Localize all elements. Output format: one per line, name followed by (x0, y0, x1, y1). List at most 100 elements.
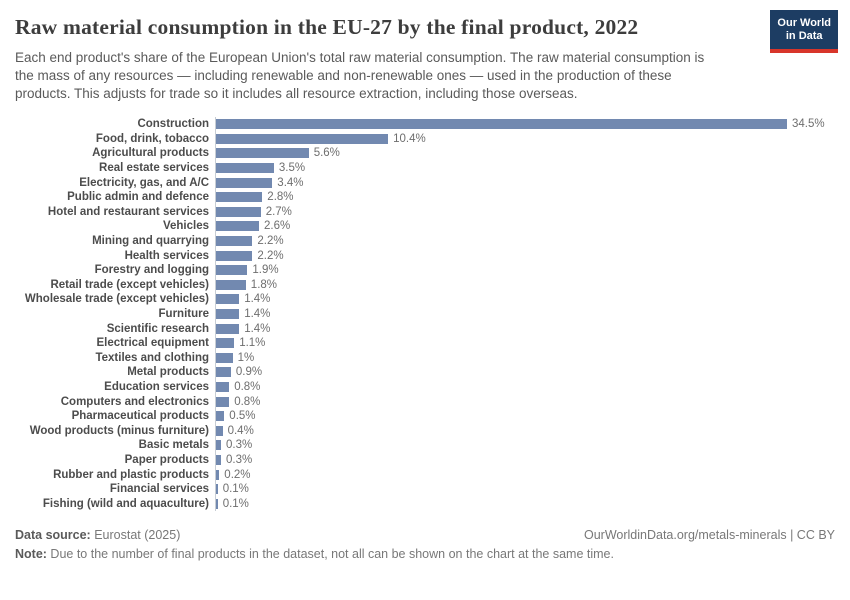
bar-value: 5.6% (313, 147, 340, 160)
chart-row: Electrical equipment 1.1% (15, 335, 850, 351)
bar[interactable] (216, 192, 263, 203)
bar-value: 0.1% (222, 497, 249, 510)
category-label: Vehicles (162, 220, 209, 233)
bar[interactable] (216, 323, 240, 334)
data-source: Data source: Eurostat (2025) (15, 528, 180, 542)
bar-track: 1.4% (215, 321, 850, 336)
bar[interactable] (216, 367, 231, 378)
bar-value: 0.8% (234, 380, 261, 393)
category-label: Forestry and logging (94, 264, 209, 277)
category-label: Construction (137, 118, 209, 131)
bar[interactable] (216, 352, 233, 363)
bar[interactable] (216, 265, 248, 276)
category-label: Rubber and plastic products (53, 468, 209, 481)
bar-value: 0.1% (222, 483, 249, 496)
bar-value: 10.4% (393, 132, 426, 145)
bar[interactable] (216, 236, 253, 247)
data-source-value: Eurostat (2025) (90, 528, 181, 543)
bar-value: 1.4% (244, 322, 271, 335)
category-label: Education services (104, 380, 209, 393)
bar[interactable] (216, 440, 221, 451)
bar-value: 1.4% (244, 293, 271, 306)
category-label: Health services (124, 249, 209, 262)
chart-row: Wood products (minus furniture) 0.4% (15, 423, 850, 439)
bar-value: 0.2% (224, 468, 251, 481)
category-label: Wholesale trade (except vehicles) (24, 293, 209, 306)
chart-row: Pharmaceutical products 0.5% (15, 408, 850, 424)
bar-track: 2.7% (215, 204, 850, 220)
chart-row: Retail trade (except vehicles) 1.8% (15, 277, 850, 293)
bar[interactable] (216, 338, 235, 349)
bar[interactable] (216, 381, 230, 392)
bar[interactable] (216, 396, 230, 407)
note-value: Due to the number of final products in t… (46, 547, 614, 562)
bar-value: 1.8% (250, 278, 278, 291)
chart-row: Fishing (wild and aquaculture) 0.1% (15, 496, 850, 512)
bar[interactable] (216, 250, 253, 261)
category-label: Textiles and clothing (95, 351, 209, 364)
chart-row: Scientific research 1.4% (15, 321, 850, 336)
bar[interactable] (216, 119, 787, 130)
chart-row: Food, drink, tobacco 10.4% (15, 131, 850, 147)
category-label: Retail trade (except vehicles) (50, 278, 209, 291)
chart-row: Electricity, gas, and A/C 3.4% (15, 175, 850, 190)
bar[interactable] (216, 425, 223, 436)
chart-row: Metal products 0.9% (15, 365, 850, 380)
page-title: Raw material consumption in the EU-27 by… (15, 15, 639, 39)
bar[interactable] (216, 294, 240, 305)
bar-value: 0.4% (227, 424, 254, 437)
bar-value: 1% (237, 351, 255, 364)
bar[interactable] (216, 221, 259, 232)
chart-row: Mining and quarrying 2.2% (15, 233, 850, 249)
bar-value: 0.3% (226, 453, 253, 466)
category-label: Food, drink, tobacco (95, 132, 209, 145)
bar-track: 0.3% (215, 438, 850, 453)
bar[interactable] (216, 454, 221, 465)
bar[interactable] (216, 148, 309, 159)
bar-value: 3.4% (277, 176, 304, 189)
chart-subtitle: Each end product's share of the European… (15, 50, 705, 101)
bar[interactable] (216, 484, 218, 495)
chart-row: Financial services 0.1% (15, 481, 850, 497)
owid-logo-line1: Our World (777, 17, 831, 29)
chart-footer: Data source: Eurostat (2025) OurWorldinD… (15, 528, 835, 561)
bar-track: 3.5% (215, 160, 850, 176)
bar-track: 0.8% (215, 394, 850, 409)
bar[interactable] (216, 469, 220, 480)
category-label: Basic metals (138, 439, 209, 452)
chart-row: Basic metals 0.3% (15, 438, 850, 453)
attribution-link[interactable]: OurWorldinData.org/metals-minerals | CC … (583, 528, 835, 543)
bar-track: 0.9% (215, 365, 850, 380)
bar-value: 0.5% (229, 410, 256, 423)
chart-row: Education services 0.8% (15, 379, 850, 395)
bar[interactable] (216, 163, 274, 174)
bar[interactable] (216, 279, 246, 290)
bar-value: 2.8% (267, 191, 294, 204)
bar-track: 1.1% (215, 335, 850, 351)
bar[interactable] (216, 177, 273, 188)
bar-track: 1.4% (215, 306, 850, 322)
chart-row: Real estate services 3.5% (15, 160, 850, 176)
chart-row: Computers and electronics 0.8% (15, 394, 850, 409)
bar-track: 0.2% (215, 467, 850, 482)
bar-value: 34.5% (792, 118, 825, 131)
chart-row: Textiles and clothing 1% (15, 350, 850, 366)
bar-value: 0.8% (234, 395, 261, 408)
bar[interactable] (216, 133, 389, 144)
bar-track: 10.4% (215, 131, 850, 147)
chart-row: Rubber and plastic products 0.2% (15, 467, 850, 482)
bar[interactable] (216, 206, 261, 217)
bar-value: 0.3% (226, 439, 253, 452)
bar-track: 0.5% (215, 408, 850, 424)
bar[interactable] (216, 411, 225, 422)
bar[interactable] (216, 309, 240, 320)
note-label: Note: (15, 547, 47, 562)
owid-logo[interactable]: Our World in Data (770, 10, 838, 53)
bar-track: 0.1% (215, 481, 850, 497)
data-source-label: Data source: (15, 528, 91, 543)
chart-row: Furniture 1.4% (15, 306, 850, 322)
bar-track: 1% (215, 350, 850, 366)
bar-track: 2.2% (215, 233, 850, 249)
bar[interactable] (216, 498, 218, 509)
bar-track: 1.9% (215, 262, 850, 278)
